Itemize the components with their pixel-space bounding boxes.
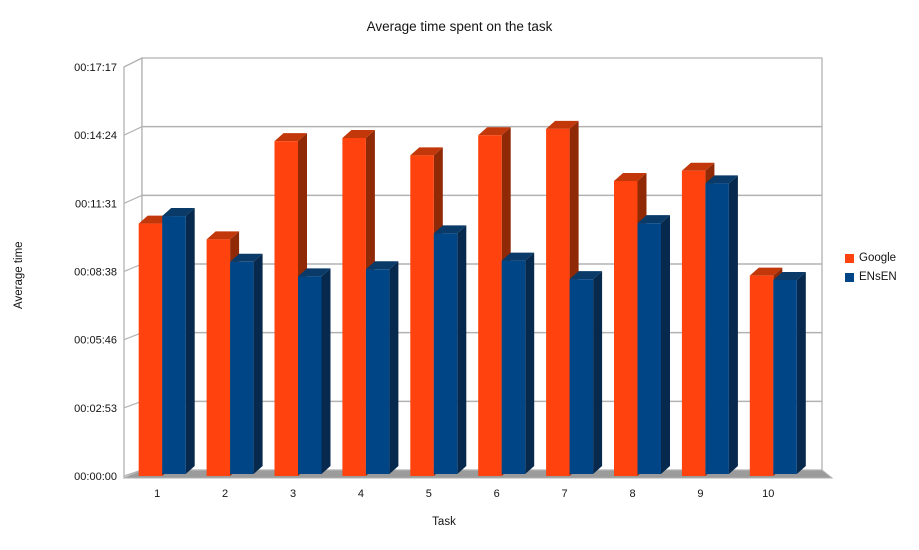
ensen-bar [637,223,661,474]
legend-label-ensen: ENsEN [859,271,897,283]
google-bar [478,135,502,476]
x-category-label: 3 [290,488,296,500]
google-bar [342,137,366,476]
ensen-bar-top [298,268,331,277]
y-tick-label: 00:00:00 [74,471,117,483]
ensen-bar-side [185,208,195,474]
ensen-bar [230,261,254,474]
google-bar [614,180,638,476]
google-bar-top [206,231,240,240]
ensen-bar-side [525,252,535,474]
x-category-label: 2 [222,488,228,500]
x-category-label: 5 [426,488,432,500]
google-swatch-icon [845,253,854,263]
y-tick-label: 00:14:24 [74,130,117,142]
legend-label-google: Google [859,252,897,264]
x-category-label: 4 [358,488,364,500]
ensen-bar [433,233,458,474]
google-bar-top [410,147,443,156]
ensen-bar-top [705,175,738,184]
y-tick-label: 00:08:38 [74,266,117,278]
google-bar [138,223,163,476]
ensen-bar [705,183,729,474]
x-category-label: 10 [762,488,774,500]
legend-item-google: Google [845,252,897,264]
x-category-label: 7 [562,488,568,500]
google-bar-top [478,127,511,136]
chart-title: Average time spent on the task [366,19,553,34]
y-axis-title: Average time [13,241,25,309]
ensen-bar-top [501,252,535,261]
ensen-bar [298,276,322,474]
google-bar [681,170,706,477]
ensen-bar-side [321,268,331,474]
google-bar-top [681,162,715,171]
google-bar [749,275,774,476]
google-bar-top [546,120,579,129]
google-bar-top [614,172,647,181]
axis-tick [123,194,143,204]
ensen-bar [501,260,526,474]
x-axis-title: Task [432,516,456,528]
x-category-label: 6 [494,488,500,500]
ensen-bar [365,269,390,474]
ensen-bar-side [796,271,806,474]
ensen-bar [162,216,186,474]
ensen-bar-side [661,215,670,475]
ensen-bar-top [569,271,603,280]
ensen-bar-side [389,261,399,474]
chart-legend: Google ENsEN [845,252,897,283]
axis-tick [123,57,143,68]
ensen-bar-side [253,253,263,474]
y-tick-label: 00:11:31 [75,198,117,210]
legend-item-ensen: ENsEN [845,271,897,283]
ensen-bar-top [637,215,670,224]
y-tick-label: 00:05:46 [74,335,117,347]
google-bar [274,141,298,476]
x-category-label: 9 [697,488,703,500]
axis-tick [123,126,143,136]
y-tick-label: 00:02:53 [74,403,117,415]
ensen-bar-side [728,175,738,474]
x-category-label: 1 [154,488,160,500]
ensen-bar-side [593,271,603,474]
google-bar-top [274,133,307,142]
google-bar-top [749,267,783,276]
x-category-label: 8 [629,488,635,500]
ensen-bar-side [457,225,467,474]
y-tick-label: 00:17:17 [74,62,117,74]
google-bar [546,128,570,477]
google-bar [410,155,434,476]
ensen-bar-top [230,253,263,262]
ensen-bar-top [773,271,806,280]
ensen-bar-top [365,261,399,270]
ensen-swatch-icon [845,272,854,282]
ensen-bar [773,279,797,474]
ensen-bar [569,279,594,474]
google-bar [206,239,231,476]
ensen-bar-top [433,225,467,234]
google-bar-top [342,129,375,138]
ensen-bar-top [162,208,195,217]
